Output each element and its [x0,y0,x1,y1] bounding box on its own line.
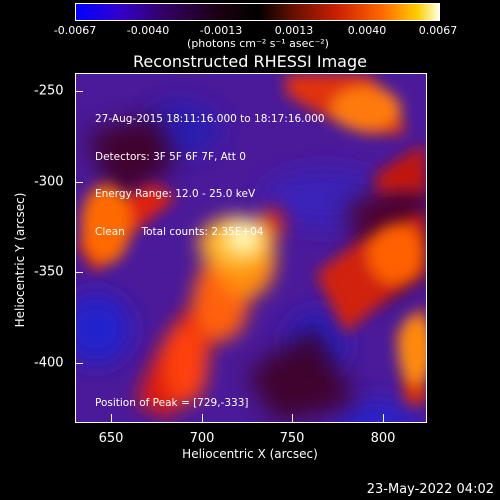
y-axis-label: Heliocentric Y (arcsec) [13,192,27,328]
x-tick-mark [292,414,293,422]
x-tick-mark [111,414,112,422]
y-tick-label: -350 [34,264,64,280]
y-tick-mark [75,91,83,92]
image-title: Reconstructed RHESSI Image [133,52,367,71]
emission-regions [76,74,426,404]
colorbar-tick: -0.0040 [126,24,170,37]
timestamp-footer: 23-May-2022 04:02 [366,482,494,497]
colorbar-tick: -0.0013 [199,24,243,37]
info-line: Detectors: 3F 5F 6F 7F, Att 0 [95,150,246,163]
x-tick-label: 650 [98,431,124,446]
x-axis-label: Heliocentric X (arcsec) [182,447,318,461]
colorbar-tick: 0.0040 [347,24,387,37]
colorbar-tick: -0.0067 [53,24,97,37]
x-tick-mark [383,414,384,422]
y-tick-label: -250 [34,83,64,99]
y-tick-label: -400 [34,355,64,371]
x-tick-mark [202,414,203,422]
x-tick-label: 800 [370,431,396,446]
rhessi-map [76,74,426,422]
info-line: Energy Range: 12.0 - 25.0 keV [95,188,256,200]
colorbar-tick: 0.0013 [274,24,314,37]
y-tick-label: -300 [34,174,64,190]
colorbar-unit-label: (photons cm⁻² s⁻¹ asec⁻²) [187,37,329,50]
y-tick-mark [75,363,83,364]
colorbar-tick: 0.0067 [418,24,458,37]
x-tick-label: 700 [189,431,215,446]
peak-position: Position of Peak = [729,-333] [95,397,249,409]
observation-info: 27-Aug-2015 18:11:16.000 to 18:17:16.000… [95,88,325,263]
colorbar [75,3,440,21]
flare-source [136,204,286,419]
info-line: Clean Total counts: 2.35E+04 [95,225,264,238]
info-line: 27-Aug-2015 18:11:16.000 to 18:17:16.000 [95,113,325,125]
x-tick-label: 750 [279,431,305,446]
rhessi-image: 27-Aug-2015 18:11:16.000 to 18:17:16.000… [75,73,427,423]
y-tick-mark [75,182,83,183]
y-tick-mark [75,272,83,273]
